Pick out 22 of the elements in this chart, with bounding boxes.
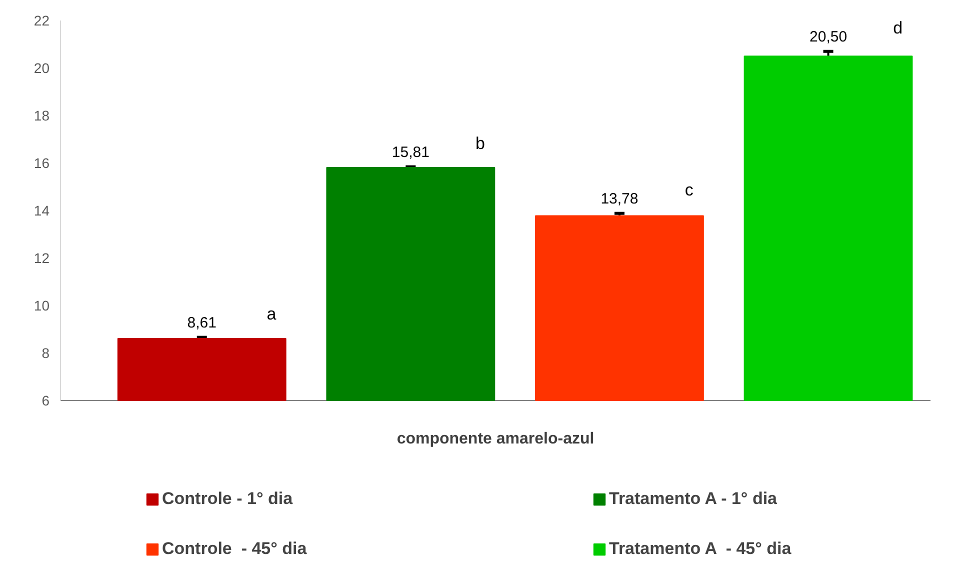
legend-label: Tratamento A - 45° dia	[609, 539, 792, 559]
y-tick-label: 22	[34, 12, 50, 28]
y-tick-label: 8	[42, 345, 50, 361]
y-tick-label: 20	[34, 60, 50, 76]
annotation: b	[476, 134, 486, 153]
y-tick-label: 6	[42, 392, 50, 408]
data-label: 15,81	[392, 144, 430, 161]
legend-label: Controle - 1° dia	[162, 489, 294, 509]
y-tick-label: 16	[34, 155, 50, 171]
y-tick-label: 10	[34, 298, 50, 314]
legend-label: Controle - 45° dia	[162, 539, 308, 559]
legend-label: Tratamento A - 1° dia	[609, 489, 778, 509]
y-tick-label: 14	[34, 202, 50, 218]
annotation: d	[893, 18, 903, 38]
x-tick-label: componente amarelo-azul	[396, 430, 594, 448]
y-tick-label: 12	[34, 250, 50, 266]
annotation: c	[684, 180, 694, 200]
data-label: 20,50	[810, 28, 848, 46]
y-tick-label: 18	[34, 108, 50, 124]
annotation: a	[266, 304, 277, 324]
data-label: 13,78	[600, 190, 638, 208]
data-label: 8,61	[187, 314, 216, 332]
